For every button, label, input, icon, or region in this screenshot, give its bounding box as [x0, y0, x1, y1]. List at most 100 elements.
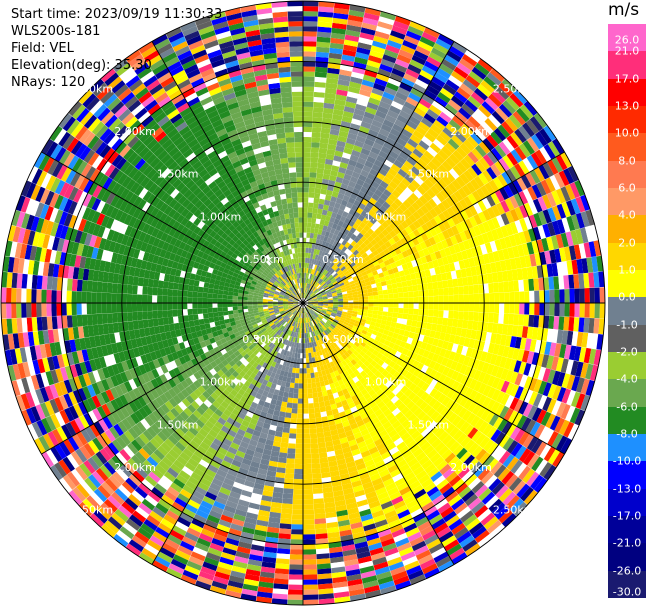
- range-gate: [238, 541, 252, 550]
- range-gate: [434, 522, 449, 534]
- range-gate: [138, 482, 151, 495]
- range-gate: [330, 37, 345, 45]
- range-gate: [313, 288, 318, 293]
- range-gate: [502, 437, 515, 451]
- range-gate: [207, 446, 218, 456]
- range-gate: [292, 509, 303, 515]
- range-gate: [331, 212, 338, 219]
- range-gate: [463, 139, 475, 152]
- range-gate: [143, 459, 155, 472]
- range-gate: [348, 297, 354, 301]
- range-gate: [247, 507, 259, 515]
- range-gate: [195, 419, 205, 429]
- range-gate: [529, 116, 544, 132]
- range-gate: [339, 327, 346, 333]
- range-gate: [499, 356, 508, 369]
- range-gate: [327, 282, 333, 287]
- range-gate: [306, 312, 309, 318]
- range-gate: [350, 316, 357, 321]
- range-gate: [312, 306, 318, 310]
- range-gate: [359, 565, 375, 574]
- range-gate: [303, 46, 317, 52]
- range-gate: [360, 186, 369, 194]
- range-gate: [342, 446, 352, 454]
- range-gate: [107, 458, 120, 472]
- range-gate: [422, 349, 430, 359]
- range-gate: [263, 485, 274, 492]
- range-gate: [455, 176, 466, 188]
- range-gate: [445, 171, 456, 183]
- range-gate: [558, 316, 565, 331]
- range-gate: [248, 344, 255, 351]
- range-gate: [119, 448, 131, 462]
- range-gate: [288, 330, 293, 336]
- range-gate: [348, 439, 358, 447]
- range-gate: [551, 220, 561, 235]
- range-gate: [303, 177, 310, 183]
- range-gate: [356, 287, 363, 292]
- range-gate: [359, 221, 367, 229]
- range-gate: [312, 238, 317, 244]
- range-gate: [385, 459, 397, 469]
- range-gate: [433, 288, 439, 296]
- range-gate: [500, 334, 507, 346]
- range-gate: [303, 333, 305, 339]
- range-gate: [347, 578, 363, 587]
- range-gate: [305, 353, 309, 359]
- range-gate: [332, 17, 348, 25]
- range-gate: [498, 82, 513, 97]
- range-gate: [293, 478, 303, 485]
- range-gate: [407, 391, 417, 401]
- range-gate: [178, 424, 189, 434]
- range-gate: [273, 389, 280, 396]
- range-gate: [369, 92, 383, 101]
- range-gate: [325, 158, 334, 166]
- range-gate: [329, 470, 340, 477]
- range-gate: [324, 314, 330, 319]
- range-gate: [434, 346, 442, 356]
- range-gate: [192, 546, 208, 557]
- range-gate: [448, 334, 456, 344]
- range-gate: [325, 511, 337, 519]
- range-gate: [496, 215, 505, 227]
- range-gate: [395, 91, 408, 102]
- range-gate: [348, 159, 357, 167]
- range-gate: [346, 201, 354, 209]
- range-gate: [342, 388, 349, 395]
- range-gate: [443, 510, 457, 523]
- range-gate: [378, 303, 384, 308]
- range-gate: [343, 147, 353, 155]
- range-gate: [366, 463, 377, 473]
- range-gate: [227, 532, 241, 542]
- range-gate: [309, 258, 313, 264]
- range-gate: [486, 273, 494, 284]
- range-gate: [182, 447, 194, 458]
- range-gate: [519, 374, 528, 388]
- range-gate: [416, 321, 423, 328]
- range-gate: [320, 291, 326, 295]
- range-gate: [378, 167, 388, 177]
- range-gate: [484, 97, 499, 111]
- range-gate: [382, 505, 396, 515]
- range-gate: [398, 463, 410, 473]
- range-gate: [511, 325, 519, 337]
- range-gate: [314, 407, 321, 414]
- range-gate: [495, 261, 502, 273]
- range-gate: [337, 220, 344, 227]
- range-gate: [464, 439, 476, 451]
- range-gate: [436, 324, 443, 333]
- range-gate: [381, 221, 389, 229]
- range-gate: [295, 438, 303, 444]
- range-gate: [333, 303, 339, 305]
- range-gate: [328, 367, 334, 374]
- range-gate: [385, 184, 395, 194]
- range-gate: [422, 404, 433, 414]
- range-gate: [428, 360, 437, 370]
- range-gate: [413, 407, 423, 417]
- range-gate: [514, 146, 527, 161]
- range-gate: [144, 475, 158, 487]
- range-gate: [309, 232, 314, 239]
- range-gate: [340, 286, 347, 291]
- range-gate: [331, 263, 337, 270]
- range-gate: [355, 261, 363, 268]
